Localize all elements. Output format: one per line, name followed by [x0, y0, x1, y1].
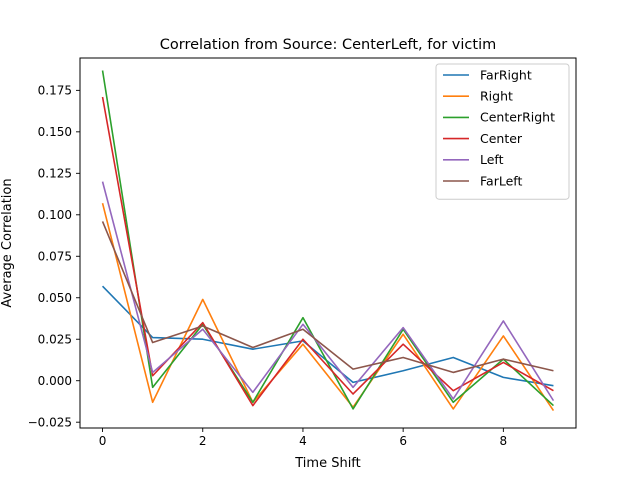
y-tick-label: 0.075	[38, 250, 72, 264]
y-tick-label: 0.000	[38, 374, 72, 388]
y-tick-label: 0.100	[38, 208, 72, 222]
legend-label-center: Center	[480, 131, 523, 146]
series-line-farleft	[101, 221, 554, 374]
x-tick-label: 4	[299, 434, 307, 448]
y-tick-label: 0.125	[38, 167, 72, 181]
legend-box	[435, 63, 570, 200]
y-axis-label: Average Correlation	[0, 178, 15, 307]
legend-label-left: Left	[480, 152, 504, 167]
x-axis-label: Time Shift	[294, 456, 361, 471]
legend-label-centerright: CenterRight	[480, 110, 555, 125]
legend-label-farright: FarRight	[480, 67, 532, 82]
y-axis: −0.025 0.000 0.025 0.050 0.075 0.100 0.125 0.15…	[28, 84, 80, 429]
x-tick-label: 2	[199, 434, 207, 448]
y-tick-label: 0.025	[38, 333, 72, 347]
plot-frame	[79, 57, 577, 429]
y-tick-label: 0.050	[38, 291, 72, 305]
series-line-center	[101, 96, 554, 407]
series-line-left	[101, 181, 555, 402]
x-axis: 0 2 4 6 8	[99, 428, 507, 448]
x-tick-label: 8	[500, 434, 508, 448]
series-line-centerright	[101, 70, 554, 410]
legend: FarRight Right CenterRight Center Left FarLef…	[435, 63, 570, 200]
y-tick-label: 0.150	[38, 125, 72, 139]
x-tick-label: 0	[99, 434, 107, 448]
chart-title: Correlation from Source: CenterLeft, for…	[160, 37, 496, 53]
series-lines	[101, 70, 555, 412]
y-tick-label: −0.025	[28, 415, 72, 429]
x-tick-label: 6	[399, 434, 407, 448]
legend-label-farleft: FarLeft	[480, 173, 522, 188]
legend-label-right: Right	[480, 89, 513, 104]
y-tick-label: 0.175	[38, 84, 72, 98]
series-line-right	[101, 202, 555, 412]
